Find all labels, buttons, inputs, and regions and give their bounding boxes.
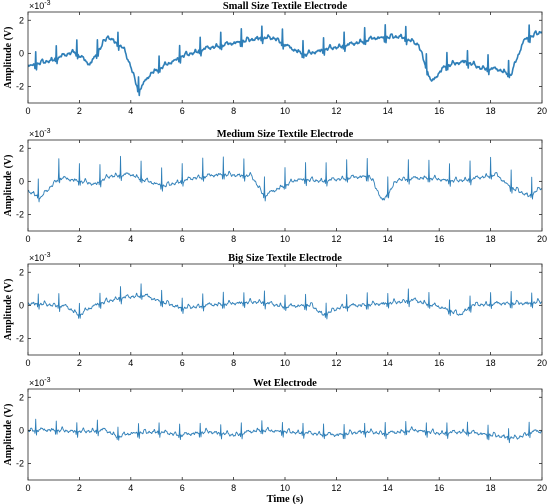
x-tick-label: 4 xyxy=(128,234,133,244)
panel-4: Wet Electrode ×10-3 Amplitude (V) 0 2 4 6 8 10 12… xyxy=(3,377,547,504)
y-axis-label: Amplitude (V) xyxy=(3,27,14,89)
x-tick-label: 18 xyxy=(486,483,496,493)
scale-exponent: ×10-3 xyxy=(29,377,51,388)
x-tick-label: 2 xyxy=(77,234,82,244)
panel-2: Medium Size Textile Electrode ×10-3 Amplit… xyxy=(3,128,547,244)
x-tick-label: 12 xyxy=(331,234,341,244)
y-axis-label: Amplitude (V) xyxy=(3,404,14,466)
y-tick-label: 2 xyxy=(19,392,24,402)
y-tick-label: 2 xyxy=(19,15,24,25)
x-tick-label: 20 xyxy=(537,106,547,116)
y-tick-label: 2 xyxy=(19,267,24,277)
x-tick-label: 0 xyxy=(25,483,30,493)
x-tick-label: 2 xyxy=(77,358,82,368)
x-tick-label: 10 xyxy=(280,234,290,244)
x-tick-label: 10 xyxy=(280,483,290,493)
plot-frame xyxy=(27,11,543,104)
x-tick-label: 12 xyxy=(331,483,341,493)
x-tick-label: 2 xyxy=(77,483,82,493)
y-tick-label: -2 xyxy=(16,333,24,343)
x-tick-label: 12 xyxy=(331,106,341,116)
x-tick-label: 6 xyxy=(180,106,185,116)
x-tick-label: 20 xyxy=(537,483,547,493)
x-tick-label: 4 xyxy=(128,358,133,368)
x-tick-label: 6 xyxy=(180,234,185,244)
signal-trace xyxy=(28,23,542,97)
panel-title: Wet Electrode xyxy=(253,378,317,389)
scale-exponent: ×10-3 xyxy=(29,0,51,11)
x-tick-label: 0 xyxy=(25,358,30,368)
scale-exponent: ×10-3 xyxy=(29,128,51,139)
y-tick-label: 2 xyxy=(19,143,24,153)
panel-title: Medium Size Textile Electrode xyxy=(217,129,354,140)
x-tick-label: 18 xyxy=(486,234,496,244)
y-tick-label: 0 xyxy=(19,300,24,310)
x-tick-label: 8 xyxy=(231,106,236,116)
plot-frame xyxy=(27,388,543,481)
x-tick-label: 8 xyxy=(231,483,236,493)
y-axis-label: Amplitude (V) xyxy=(3,155,14,217)
panel-3: Big Size Textile Electrode ×10-3 Amplitude… xyxy=(3,252,547,368)
x-tick-label: 16 xyxy=(434,483,444,493)
x-tick-label: 20 xyxy=(537,358,547,368)
y-tick-label: 0 xyxy=(19,48,24,58)
signal-trace xyxy=(28,283,542,320)
x-tick-label: 4 xyxy=(128,106,133,116)
x-axis-label: Time (s) xyxy=(267,494,304,504)
y-tick-label: 0 xyxy=(19,425,24,435)
x-tick-label: 12 xyxy=(331,358,341,368)
x-tick-label: 0 xyxy=(25,234,30,244)
scale-exponent: ×10-3 xyxy=(29,252,51,263)
x-tick-label: 8 xyxy=(231,234,236,244)
y-tick-label: 0 xyxy=(19,176,24,186)
x-tick-label: 16 xyxy=(434,106,444,116)
x-tick-label: 6 xyxy=(180,358,185,368)
panel-title: Small Size Textile Electrode xyxy=(223,1,348,12)
x-tick-label: 14 xyxy=(383,358,393,368)
y-axis-label: Amplitude (V) xyxy=(3,279,14,341)
signal-trace xyxy=(28,418,542,444)
x-tick-label: 10 xyxy=(280,106,290,116)
y-tick-label: -2 xyxy=(16,458,24,468)
x-tick-label: 14 xyxy=(383,483,393,493)
x-tick-label: 18 xyxy=(486,358,496,368)
x-tick-label: 16 xyxy=(434,358,444,368)
panel-1: Small Size Textile Electrode ×10-3 Amplitu… xyxy=(3,0,547,116)
x-tick-label: 2 xyxy=(77,106,82,116)
panel-title: Big Size Textile Electrode xyxy=(228,253,342,264)
x-tick-label: 0 xyxy=(25,106,30,116)
plot-frame xyxy=(27,139,543,232)
x-tick-label: 14 xyxy=(383,234,393,244)
x-tick-label: 18 xyxy=(486,106,496,116)
x-tick-label: 20 xyxy=(537,234,547,244)
x-tick-label: 6 xyxy=(180,483,185,493)
x-tick-label: 16 xyxy=(434,234,444,244)
x-tick-label: 4 xyxy=(128,483,133,493)
x-tick-label: 10 xyxy=(280,358,290,368)
y-tick-label: -2 xyxy=(16,209,24,219)
x-tick-label: 8 xyxy=(231,358,236,368)
signal-trace xyxy=(28,155,542,203)
x-tick-label: 14 xyxy=(383,106,393,116)
y-tick-label: -2 xyxy=(16,81,24,91)
